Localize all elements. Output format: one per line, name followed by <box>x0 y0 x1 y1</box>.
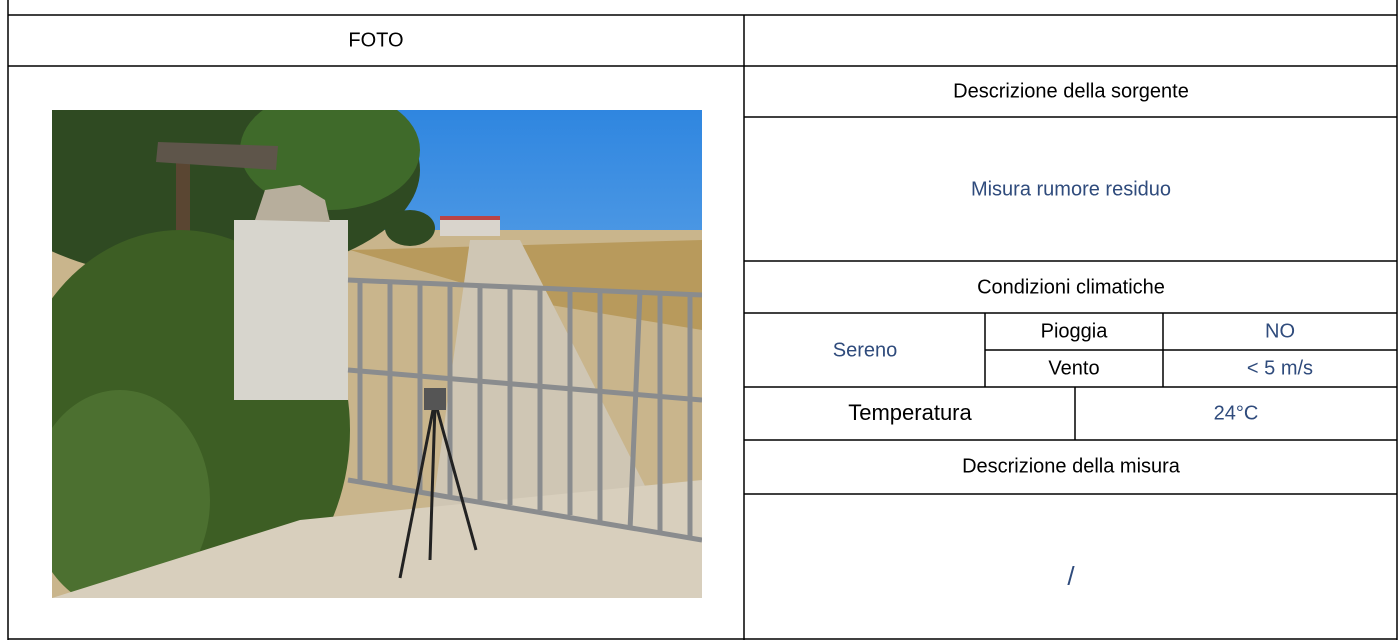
tripod <box>398 404 478 579</box>
photo <box>52 110 702 598</box>
sky-condition: Sereno <box>833 339 898 361</box>
wind-label: Vento <box>1048 357 1099 379</box>
temperature-label: Temperatura <box>848 400 972 425</box>
temperature-value: 24°C <box>1214 402 1259 424</box>
photo-label: FOTO <box>348 29 403 51</box>
source-heading: Descrizione della sorgente <box>953 80 1189 102</box>
rain-label: Pioggia <box>1041 320 1109 342</box>
wind-value: < 5 m/s <box>1247 357 1313 379</box>
climate-heading: Condizioni climatiche <box>977 276 1165 298</box>
measurement-value: / <box>1067 561 1075 591</box>
table-rules <box>7 0 1398 640</box>
gate <box>347 277 702 543</box>
rain-value: NO <box>1265 320 1295 342</box>
source-value: Misura rumore residuo <box>971 178 1171 200</box>
measurement-heading: Descrizione della misura <box>962 455 1181 477</box>
